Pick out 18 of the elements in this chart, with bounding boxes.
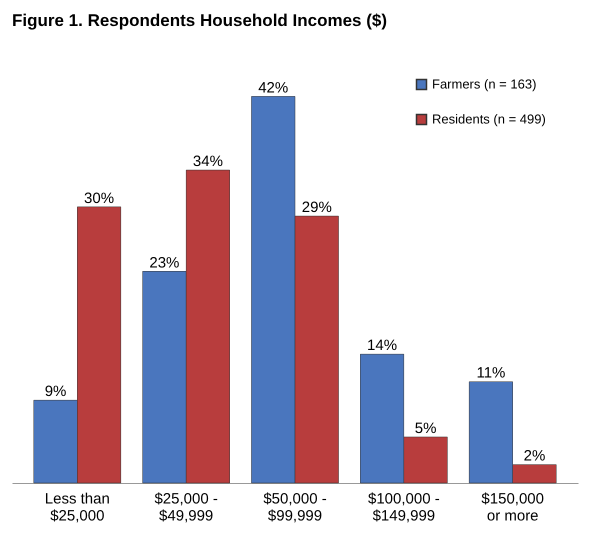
data-label: 2% xyxy=(524,448,546,465)
x-tick-label: $50,000 - $99,999 xyxy=(263,490,327,524)
data-label: 30% xyxy=(84,190,114,207)
data-label: 9% xyxy=(44,383,66,400)
chart-title: Figure 1. Respondents Household Incomes ($) xyxy=(12,11,387,30)
data-label: 23% xyxy=(149,254,180,272)
x-tick-label: Less than $25,000 xyxy=(44,490,110,524)
data-label: 11% xyxy=(476,364,506,382)
legend-label: Residents (n = 499) xyxy=(432,112,546,126)
x-tick-label: $100,000 - $149,999 xyxy=(368,490,440,524)
x-tick-label: $150,000 or more xyxy=(481,490,544,524)
legend-label: Farmers (n = 163) xyxy=(432,76,536,92)
data-label: 34% xyxy=(192,153,223,170)
x-tick-label: $25,000 - $49,999 xyxy=(154,490,218,524)
data-label: 29% xyxy=(302,199,332,216)
data-label: 5% xyxy=(414,420,436,437)
data-label: 14% xyxy=(367,337,398,354)
data-label: 42% xyxy=(258,79,288,96)
